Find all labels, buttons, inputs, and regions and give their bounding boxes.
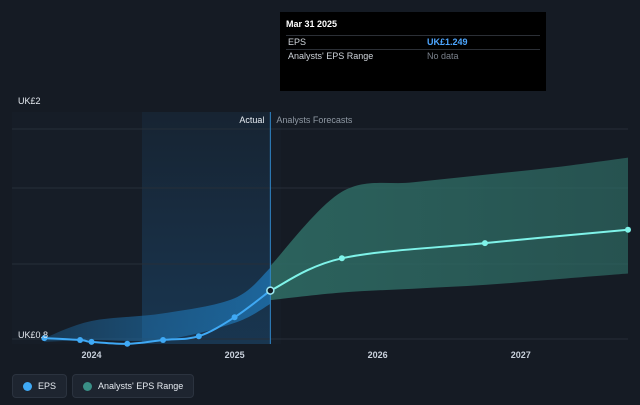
legend: EPS Analysts' EPS Range — [12, 374, 195, 398]
eps-point[interactable] — [88, 338, 95, 345]
x-tick-label: 2025 — [225, 350, 245, 360]
x-tick-label: 2024 — [82, 350, 102, 360]
tooltip-value-eps: UK£1.249 — [427, 37, 468, 47]
tooltip-key-range: Analysts' EPS Range — [288, 51, 374, 61]
range-swatch-icon — [83, 381, 93, 391]
x-axis-ticks: 2024 2025 2026 2027 — [82, 350, 531, 360]
eps-forecast-point[interactable] — [481, 240, 488, 247]
eps-point[interactable] — [77, 337, 84, 343]
eps-forecast-point[interactable] — [338, 255, 345, 262]
eps-point[interactable] — [160, 337, 167, 343]
tooltip: Mar 31 2025 EPS UK£1.249 Analysts' EPS R… — [280, 12, 546, 91]
x-tick-label: 2027 — [511, 350, 531, 360]
data-points — [41, 226, 631, 347]
eps-forecast-point[interactable] — [625, 226, 631, 233]
eps-swatch-icon — [23, 381, 32, 391]
x-tick-label: 2026 — [368, 350, 388, 360]
eps-point[interactable] — [41, 335, 48, 342]
eps-forecast-line — [269, 228, 629, 292]
y-axis-label-bottom: UK£0.8 — [18, 330, 48, 340]
y-axis-label-top: UK£2 — [18, 96, 41, 106]
tooltip-row-range: Analysts' EPS Range No data — [286, 49, 540, 63]
tooltip-value-range: No data — [427, 51, 459, 61]
eps-point[interactable] — [231, 314, 238, 321]
tooltip-key-eps: EPS — [288, 37, 307, 47]
eps-point[interactable] — [266, 286, 275, 295]
eps-point[interactable] — [195, 333, 202, 340]
analysts-eps-range — [270, 157, 628, 301]
actual-label: Actual — [239, 115, 264, 125]
forecast-label: Analysts Forecasts — [276, 115, 353, 125]
actual-eps-range — [44, 267, 271, 342]
legend-item-eps[interactable]: EPS — [12, 374, 68, 398]
legend-item-range[interactable]: Analysts' EPS Range — [72, 374, 195, 398]
tooltip-row-eps: EPS UK£1.249 — [286, 35, 540, 49]
tooltip-date: Mar 31 2025 — [286, 19, 338, 29]
legend-label-range: Analysts' EPS Range — [98, 381, 184, 391]
legend-label-eps: EPS — [38, 381, 57, 391]
eps-point[interactable] — [124, 340, 131, 347]
